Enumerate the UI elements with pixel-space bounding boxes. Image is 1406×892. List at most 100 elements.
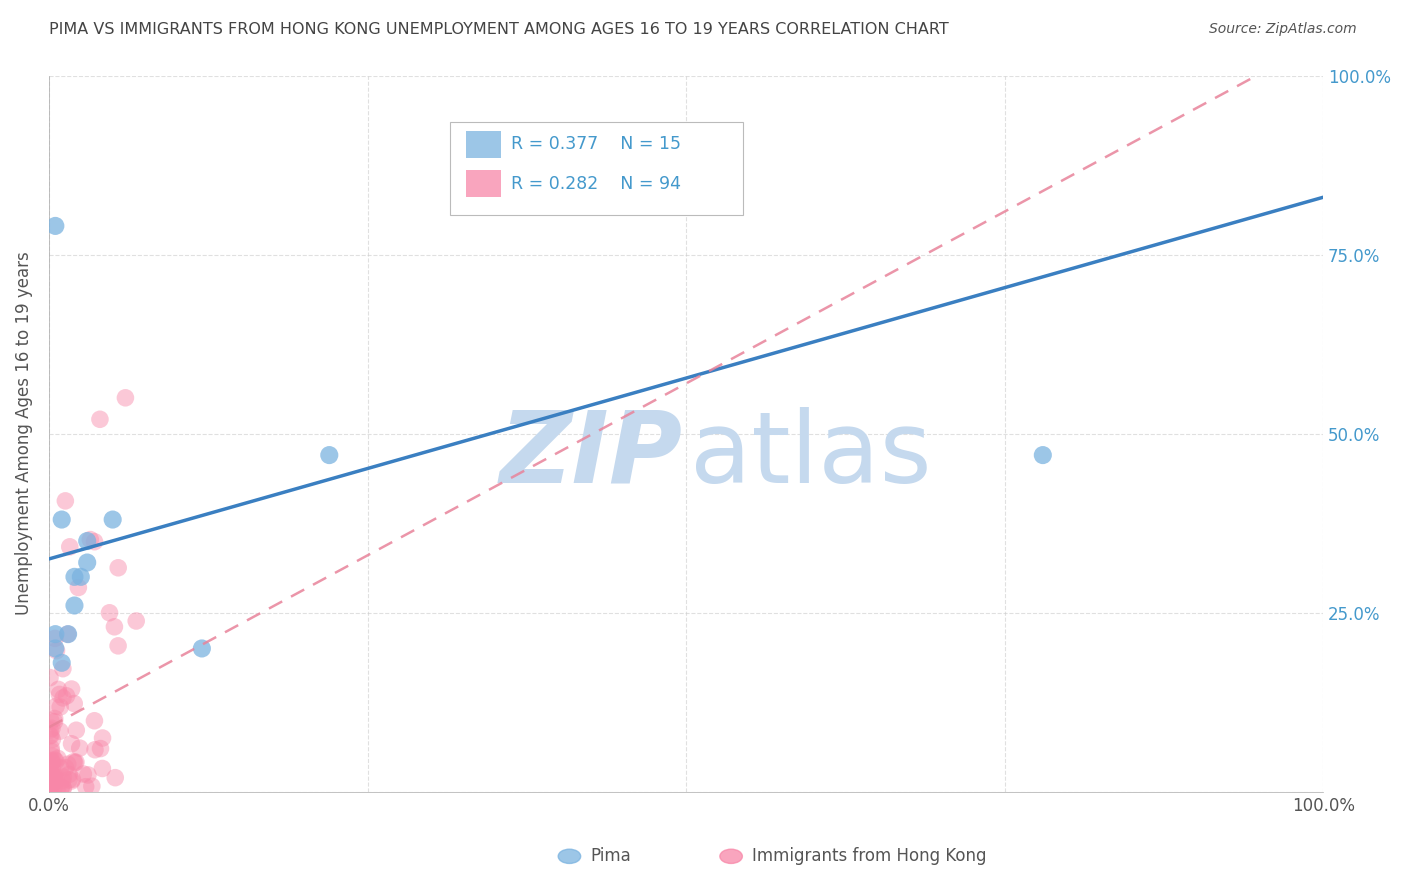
Y-axis label: Unemployment Among Ages 16 to 19 years: Unemployment Among Ages 16 to 19 years xyxy=(15,252,32,615)
Point xyxy=(69,570,91,584)
Point xyxy=(41,768,63,782)
Point xyxy=(79,533,101,547)
Point xyxy=(42,772,65,787)
Point xyxy=(91,731,114,745)
Point xyxy=(52,770,75,784)
Point xyxy=(42,773,65,788)
Point xyxy=(107,639,129,653)
Point xyxy=(56,627,79,641)
Point xyxy=(39,729,62,743)
FancyBboxPatch shape xyxy=(450,122,744,215)
Point xyxy=(46,682,69,697)
Point xyxy=(41,769,63,783)
Point xyxy=(41,756,63,770)
Point xyxy=(49,761,72,775)
Point xyxy=(107,561,129,575)
Point xyxy=(75,780,97,794)
Point xyxy=(49,781,72,796)
Point xyxy=(80,779,103,793)
Point xyxy=(49,724,72,739)
Point xyxy=(63,570,86,584)
Point xyxy=(39,753,62,767)
Text: Source: ZipAtlas.com: Source: ZipAtlas.com xyxy=(1209,22,1357,37)
FancyBboxPatch shape xyxy=(465,130,502,158)
Text: ZIP: ZIP xyxy=(499,407,682,504)
Point xyxy=(46,781,69,796)
Point xyxy=(46,751,69,765)
Point xyxy=(49,781,72,796)
Point xyxy=(65,755,87,769)
Point xyxy=(51,512,73,526)
Point xyxy=(72,767,94,781)
Point xyxy=(45,643,67,657)
Text: atlas: atlas xyxy=(690,407,932,504)
Point xyxy=(38,729,60,743)
Point xyxy=(38,778,60,792)
Point xyxy=(52,781,75,796)
Text: Immigrants from Hong Kong: Immigrants from Hong Kong xyxy=(752,847,987,865)
Point xyxy=(69,741,91,756)
Point xyxy=(76,534,98,549)
Point xyxy=(44,780,66,794)
Point xyxy=(52,781,75,796)
Point xyxy=(89,412,111,426)
Text: Pima: Pima xyxy=(591,847,631,865)
Point xyxy=(125,614,148,628)
Point xyxy=(56,757,79,772)
Point xyxy=(41,722,63,736)
Point xyxy=(83,714,105,728)
Point xyxy=(60,737,83,751)
Point xyxy=(59,540,82,554)
Point xyxy=(53,494,76,508)
Point xyxy=(98,606,121,620)
Point xyxy=(39,723,62,737)
Point xyxy=(44,219,66,233)
Point xyxy=(63,599,86,613)
Point xyxy=(89,741,111,756)
Point xyxy=(39,744,62,758)
Point xyxy=(39,776,62,790)
Point xyxy=(52,690,75,705)
Point xyxy=(84,743,107,757)
Point xyxy=(62,772,84,787)
Point xyxy=(39,714,62,728)
Point xyxy=(41,772,63,787)
Text: R = 0.282    N = 94: R = 0.282 N = 94 xyxy=(512,175,682,193)
Point xyxy=(44,641,66,656)
Point xyxy=(41,754,63,768)
Point xyxy=(45,754,67,768)
Point xyxy=(48,687,70,701)
Point xyxy=(58,767,80,781)
Point xyxy=(38,779,60,793)
Point xyxy=(44,714,66,729)
Point xyxy=(60,681,83,696)
Point xyxy=(39,781,62,796)
Point xyxy=(91,762,114,776)
Point xyxy=(191,641,214,656)
Point xyxy=(55,761,77,775)
Point xyxy=(44,753,66,767)
Point xyxy=(51,656,73,670)
Point xyxy=(41,749,63,764)
Point xyxy=(45,769,67,783)
Point xyxy=(42,770,65,784)
Point xyxy=(44,768,66,782)
Point xyxy=(38,768,60,782)
Point xyxy=(38,781,60,796)
Point xyxy=(76,556,98,570)
Point xyxy=(44,632,66,646)
Point xyxy=(67,581,90,595)
Text: PIMA VS IMMIGRANTS FROM HONG KONG UNEMPLOYMENT AMONG AGES 16 TO 19 YEARS CORRELA: PIMA VS IMMIGRANTS FROM HONG KONG UNEMPL… xyxy=(49,22,949,37)
Point xyxy=(52,662,75,676)
Point xyxy=(77,768,100,782)
Point xyxy=(1032,448,1054,462)
Text: R = 0.377    N = 15: R = 0.377 N = 15 xyxy=(512,136,682,153)
FancyBboxPatch shape xyxy=(465,170,502,197)
Point xyxy=(104,771,127,785)
Point xyxy=(63,697,86,711)
Point xyxy=(49,700,72,714)
Point xyxy=(56,627,79,641)
Point xyxy=(45,699,67,714)
Point xyxy=(41,777,63,791)
Point xyxy=(41,762,63,776)
